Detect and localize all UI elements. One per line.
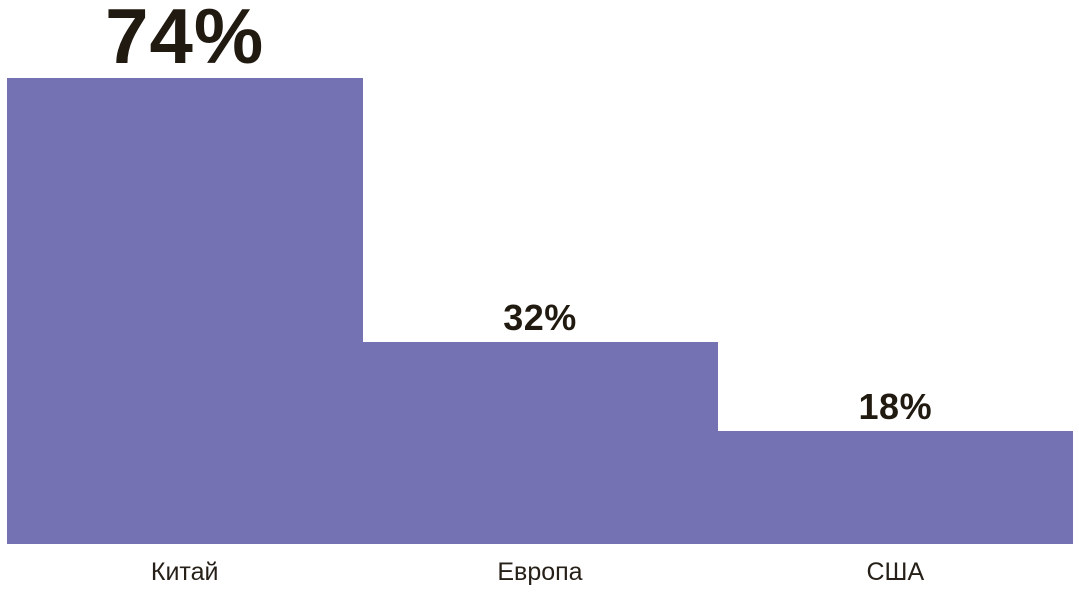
- bar: [7, 78, 363, 544]
- bar: [717, 431, 1074, 544]
- category-label: Европа: [497, 558, 583, 586]
- bar: [362, 342, 719, 544]
- category-label: Китай: [150, 558, 219, 586]
- value-label: 32%: [503, 296, 577, 338]
- category-label: США: [866, 558, 925, 586]
- value-label: 18%: [858, 385, 933, 427]
- value-label: 74%: [105, 0, 265, 81]
